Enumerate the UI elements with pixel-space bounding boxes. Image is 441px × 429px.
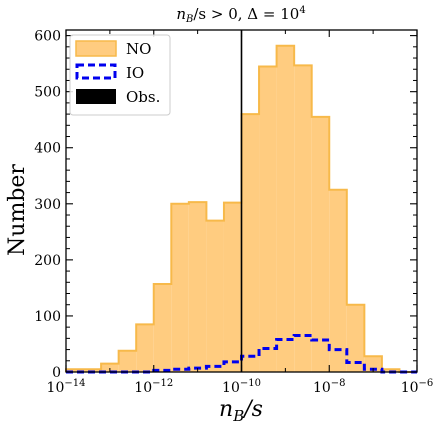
- x-tick-label: 10−8: [313, 378, 346, 396]
- no-bar: [329, 189, 347, 372]
- legend-no-swatch: [75, 40, 117, 57]
- y-tick-label: 500: [34, 85, 61, 101]
- no-bar: [241, 114, 260, 372]
- no-bar: [346, 304, 365, 372]
- no-bar: [294, 65, 312, 372]
- y-tick-label: 300: [34, 197, 61, 213]
- x-tick-label: 10−12: [134, 378, 173, 396]
- legend-io-label: IO: [126, 64, 144, 82]
- x-tick-label: 10−6: [401, 378, 434, 396]
- no-bar: [136, 324, 154, 372]
- no-bar: [276, 45, 295, 372]
- no-bar: [364, 356, 382, 372]
- no-bar: [171, 203, 189, 372]
- no-bar: [153, 283, 172, 372]
- y-tick-label: 600: [34, 29, 61, 45]
- x-tick-label: 10−10: [222, 378, 261, 396]
- y-tick-labels: 0 100 200 300 400 500 600: [34, 29, 61, 381]
- legend-io-swatch: [75, 63, 117, 80]
- no-bar: [101, 363, 119, 372]
- no-bar: [311, 116, 330, 372]
- x-tick-label: 10−14: [47, 378, 86, 396]
- chart-title: nB/s > 0, Δ = 104: [176, 5, 305, 25]
- legend: NO IO Obs.: [69, 34, 171, 116]
- no-bar: [188, 202, 207, 372]
- axis-ticks: [65, 30, 418, 373]
- y-tick-label: 0: [52, 365, 61, 381]
- y-axis-title: Number: [5, 164, 30, 256]
- legend-no-label: NO: [126, 40, 151, 58]
- no-bar: [118, 350, 137, 372]
- y-tick-label: 400: [34, 141, 61, 157]
- no-bar: [206, 220, 224, 372]
- x-axis-title: nB/s: [219, 397, 263, 425]
- y-tick-label: 200: [34, 253, 61, 269]
- legend-obs-swatch: [76, 89, 116, 104]
- series-no-bars: [66, 45, 400, 372]
- y-tick-label: 100: [34, 309, 61, 325]
- legend-obs-label: Obs.: [126, 88, 160, 106]
- no-bar: [223, 202, 242, 372]
- no-bar: [259, 66, 277, 372]
- x-tick-labels: 10−14 10−12 10−10 10−8 10−6: [47, 378, 434, 396]
- no-bar: [66, 369, 84, 372]
